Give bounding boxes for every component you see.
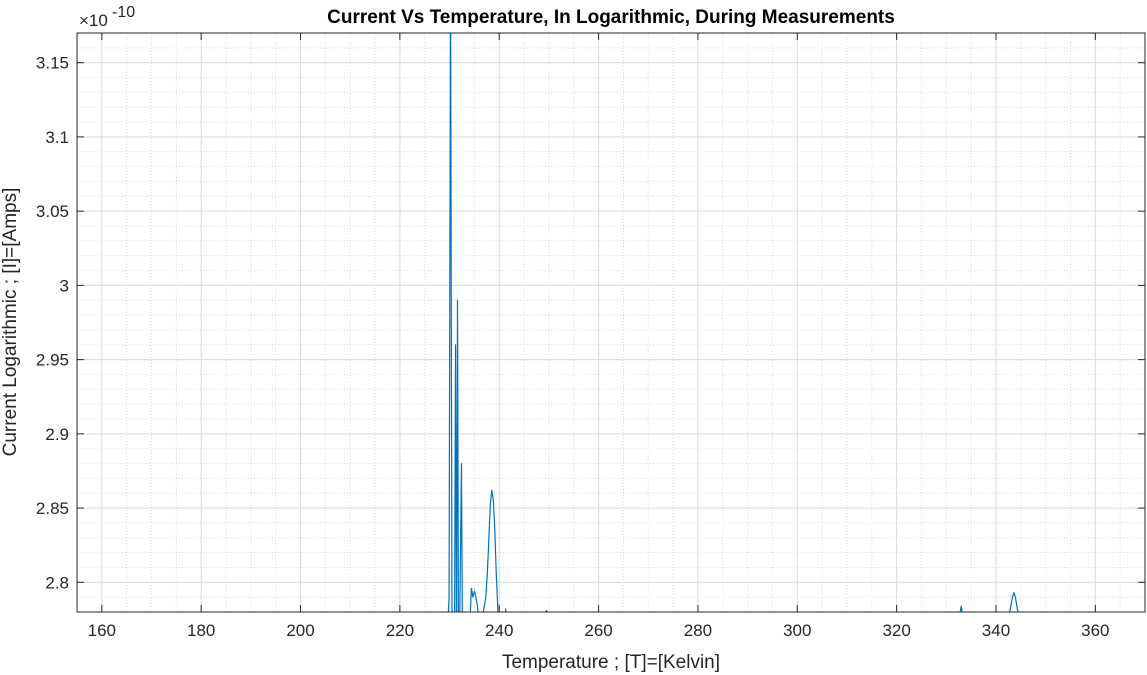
major-grid <box>77 33 1145 612</box>
y-tick-label: 3 <box>60 276 69 295</box>
y-tick-label: 3.1 <box>45 128 69 147</box>
y-axis-exponent: ×10 -10 <box>79 4 135 30</box>
y-tick-label: 3.15 <box>36 54 69 73</box>
x-tick-label: 260 <box>584 621 612 640</box>
y-exponent-base: ×10 <box>79 11 108 30</box>
y-exponent-power: -10 <box>112 4 135 21</box>
x-tick-label: 280 <box>684 621 712 640</box>
plot-background <box>77 33 1145 612</box>
y-axis-title: Current Logarithmic ; [I]=[Amps] <box>0 188 21 457</box>
y-axis-ticks: 2.8 2.85 2.9 2.95 3 3.05 3.1 3.15 <box>36 54 1145 592</box>
x-axis-ticks: 160 180 200 220 240 260 280 300 320 340 360 <box>88 33 1110 640</box>
y-tick-label: 3.05 <box>36 202 69 221</box>
x-tick-label: 180 <box>187 621 215 640</box>
x-tick-label: 220 <box>386 621 414 640</box>
x-tick-label: 240 <box>485 621 513 640</box>
x-tick-label: 340 <box>982 621 1010 640</box>
y-tick-label: 2.95 <box>36 351 69 370</box>
x-tick-label: 200 <box>286 621 314 640</box>
x-tick-label: 360 <box>1081 621 1109 640</box>
y-tick-label: 2.85 <box>36 499 69 518</box>
y-tick-label: 2.9 <box>45 425 69 444</box>
plot-frame <box>76 32 1146 613</box>
chart-title: Current Vs Temperature, In Logarithmic, … <box>327 7 895 28</box>
x-tick-label: 300 <box>783 621 811 640</box>
x-axis-title: Temperature ; [T]=[Kelvin] <box>502 652 720 673</box>
x-tick-label: 160 <box>88 621 116 640</box>
x-tick-label: 320 <box>882 621 910 640</box>
data-series-line <box>447 33 1019 612</box>
y-tick-label: 2.8 <box>45 573 69 592</box>
